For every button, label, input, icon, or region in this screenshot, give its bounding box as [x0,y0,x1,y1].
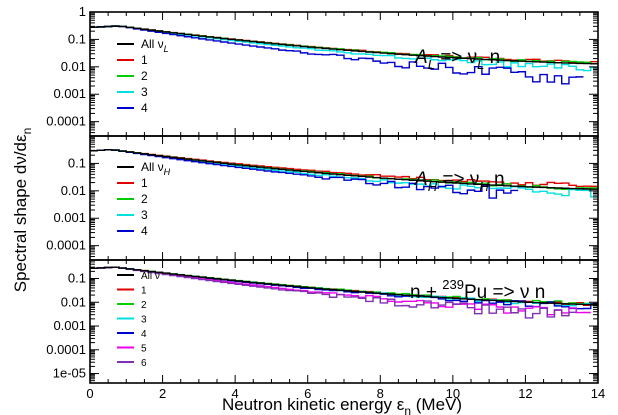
y-tick-label: 0.001 [53,210,86,225]
y-tick-label: 0.1 [68,270,86,285]
annotation-nu: ν [468,47,478,68]
legend-label-text: 4 [141,329,147,340]
annotation-pre: n + [410,282,442,303]
series-line-6 [90,266,577,319]
x-tick-label: 2 [159,386,166,401]
legend-label: 1 [141,53,148,67]
annotation-sup: 239 [442,277,464,292]
annotation-nu-sub: L [477,57,484,72]
y-tick-label: 0.001 [53,318,86,333]
y-axis-title-main: Spectral shape dν/dε [11,134,30,292]
legend-label-text: 3 [141,315,147,326]
y-tick-label: 0.0001 [46,114,86,129]
y-tick-label: 0.01 [61,59,86,74]
annotation-arrow: => [487,282,520,303]
annotation-a: A [414,47,428,68]
panel-frame [89,259,599,384]
y-tick-label: 0.0001 [46,238,86,253]
legend-label-text: All ν [141,160,164,174]
y-tick-label: 0.1 [68,155,86,170]
legend-label-text: 4 [141,101,148,115]
legend-label-text: 6 [141,358,147,369]
annotation-nu: ν [520,282,530,303]
legend-label-text: 3 [141,208,148,222]
legend-label-text: 2 [141,69,148,83]
annotation-nu-sub: H [479,179,489,194]
panel-annotation: n + 239Pu => ν n [410,277,545,303]
panel-frame [89,135,599,261]
annotation-arrow: => [437,169,470,190]
legend-label-text: All ν [141,37,164,51]
legend-label: All ν [141,271,160,282]
legend-label: 6 [141,358,147,369]
legend-label: 1 [141,286,147,297]
legend-label-text: 5 [141,344,147,355]
annotation-a-sub: L [428,57,435,72]
legend-label: 5 [141,344,147,355]
y-tick-label: 0.1 [68,31,86,46]
x-axis-title-unit: (MeV) [411,395,462,414]
annotation-tail: n [484,47,500,68]
legend-label-text: 1 [141,176,148,190]
legend-label-text: 3 [141,85,148,99]
x-tick-label: 14 [591,386,605,401]
legend-label: 2 [141,69,148,83]
legend-label: 4 [141,224,148,238]
annotation-a-sub: H [428,179,438,194]
x-tick-label: 0 [86,386,93,401]
panel-frame [89,11,599,137]
legend-label: 3 [141,208,148,222]
x-axis-title: Neutron kinetic energy εn (MeV) [222,395,462,415]
annotation-nu: ν [470,169,480,190]
x-tick-label: 6 [304,386,311,401]
legend-label-text: 2 [141,192,148,206]
x-tick-label: 12 [518,386,532,401]
legend-label: 3 [141,85,148,99]
legend-label: 3 [141,315,147,326]
annotation-tail: n [489,169,505,190]
legend-label-sub: H [164,167,171,177]
y-tick-label: 0.01 [61,294,86,309]
series-line-all-l [90,25,598,65]
series-line-4 [90,25,584,85]
annotation-elem: Pu [464,282,487,303]
legend-label: 2 [141,300,147,311]
legend-label-text: 2 [141,300,147,311]
x-tick-label: 8 [377,386,384,401]
y-tick-label: 1 [79,4,86,19]
annotation-a: A [414,169,428,190]
panel-annotation: AL => νL n [414,47,500,72]
x-axis-title-sub: n [404,404,411,415]
y-tick-label: 1e-05 [53,366,86,381]
series-line-all-h [90,149,598,190]
legend-label-sub: L [164,44,169,54]
legend-label: All νH [141,160,171,177]
x-tick-label: 4 [232,386,239,401]
y-axis-title: Spectral shape dν/dεn [11,128,34,293]
legend-label: 4 [141,101,148,115]
legend-label-text: 4 [141,224,148,238]
y-axis-title-sub: n [20,128,34,135]
legend-label: 2 [141,192,148,206]
annotation-arrow: => [435,47,468,68]
legend-label: All νL [141,37,169,54]
legend-label-text: 1 [141,53,148,67]
series-line-all- [90,266,598,306]
y-tick-label: 0.0001 [46,342,86,357]
x-axis-title-main: Neutron kinetic energy ε [222,395,405,414]
x-tick-label: 10 [446,386,460,401]
annotation-tail: n [529,282,545,303]
y-tick-label: 0.001 [53,86,86,101]
legend-label: 1 [141,176,148,190]
panel-annotation: AH => νH n [414,169,505,194]
legend-label-text: All ν [141,271,160,282]
legend-label: 4 [141,329,147,340]
y-tick-label: 0.01 [61,183,86,198]
legend-label-text: 1 [141,286,147,297]
